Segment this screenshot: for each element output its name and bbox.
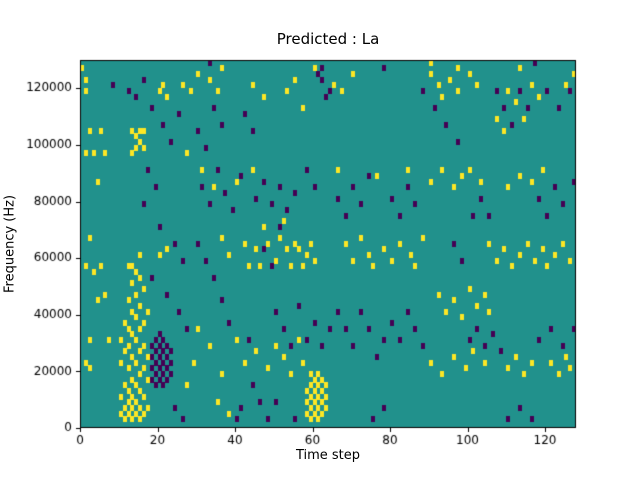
y-axis-label: Frequency (Hz) xyxy=(2,194,18,294)
chart-title: Predicted : La xyxy=(276,30,380,48)
x-axis-label: Time step xyxy=(295,448,361,463)
